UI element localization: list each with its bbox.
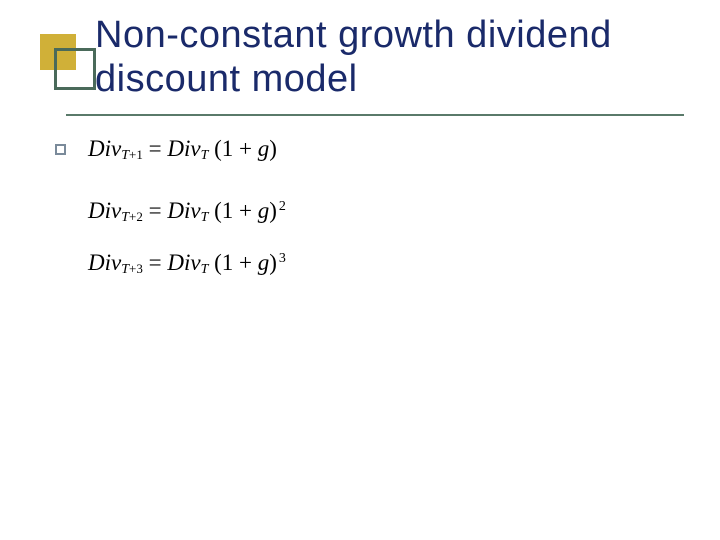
content-area: DivT+1 = DivT (1 + g) DivT+2 = DivT (1 +… (55, 136, 286, 276)
eq3-rhs-base: Div (167, 250, 200, 276)
eq3-lhs-base: Div (88, 250, 121, 276)
eq3-rhs-sub: T (201, 262, 209, 278)
green-frame-icon (54, 48, 96, 90)
eq1-lhs-offset: +1 (129, 147, 143, 163)
eq1-factor: (1 + g) (208, 136, 277, 162)
eq3-lhs-offset: +3 (129, 261, 143, 277)
equation-row-1: DivT+1 = DivT (1 + g) (55, 136, 286, 162)
eq3-lhs-sub: T (121, 262, 129, 278)
slide-container: Non-constant growth dividend discount mo… (0, 0, 720, 540)
eq3-exp: 3 (279, 251, 286, 267)
title-line1: Non-constant growth dividend (95, 14, 612, 56)
eq1-equals: = (143, 136, 167, 162)
equation-2: DivT+2 = DivT (1 + g)2 (88, 198, 286, 224)
eq2-factor: (1 + g) (208, 198, 277, 224)
eq2-equals: = (143, 198, 167, 224)
eq2-rhs-sub: T (201, 210, 209, 226)
title-underline (66, 114, 684, 116)
eq1-rhs-sub: T (201, 148, 209, 164)
eq2-lhs-base: Div (88, 198, 121, 224)
equation-3: DivT+3 = DivT (1 + g)3 (88, 250, 286, 276)
eq2-exp: 2 (279, 199, 286, 215)
eq1-rhs-base: Div (167, 136, 200, 162)
eq3-equals: = (143, 250, 167, 276)
eq3-factor: (1 + g) (208, 250, 277, 276)
eq2-rhs-base: Div (167, 198, 200, 224)
equation-1: DivT+1 = DivT (1 + g) (88, 136, 279, 162)
eq1-lhs-base: Div (88, 136, 121, 162)
eq2-lhs-sub: T (121, 210, 129, 226)
slide-title: Non-constant growth dividend discount mo… (95, 14, 612, 101)
eq2-lhs-offset: +2 (129, 209, 143, 225)
eq1-lhs-sub: T (121, 148, 129, 164)
bullet-icon (55, 144, 66, 155)
title-line2: discount model (95, 58, 358, 100)
